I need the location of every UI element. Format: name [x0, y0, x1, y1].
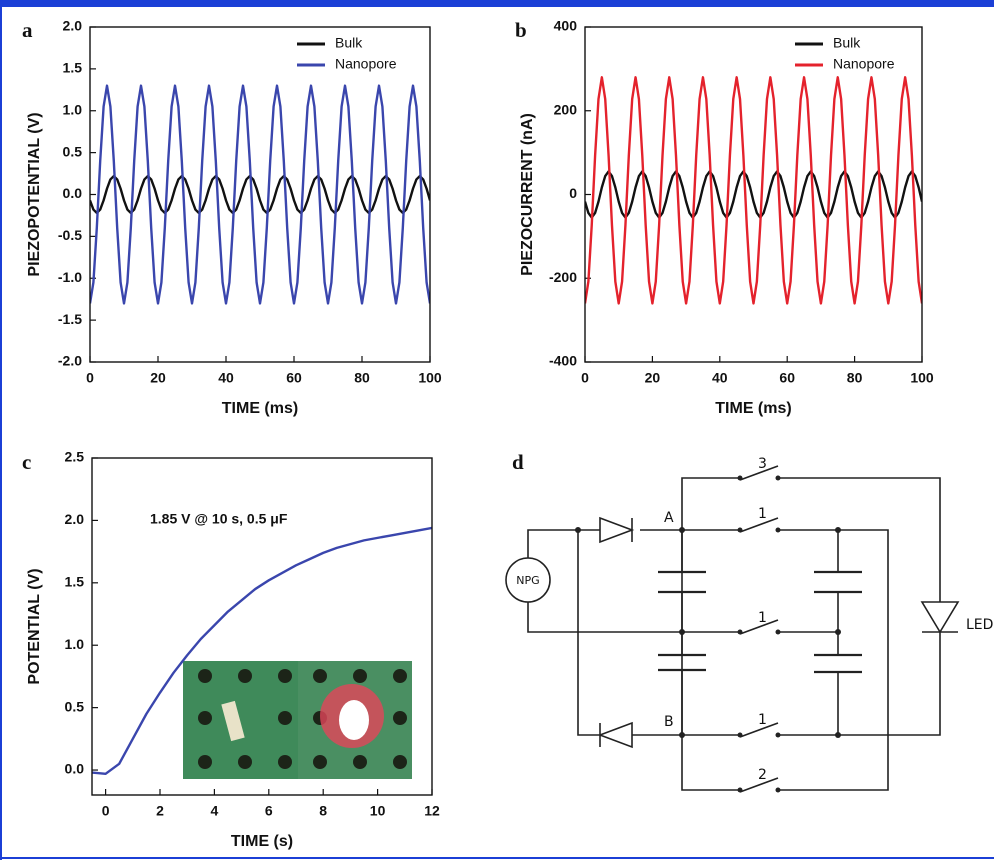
x-axis-title: TIME (ms) [715, 400, 791, 417]
x-tick-label: 60 [779, 370, 795, 386]
x-tick-label: 8 [319, 803, 327, 819]
x-tick-label: 10 [370, 803, 386, 819]
plot-area [585, 76, 922, 305]
legend-label: Nanopore [833, 56, 895, 72]
y-tick-label: 1.5 [63, 60, 83, 76]
chart: a -2.0 -1.5 -1.0 -0.5 0.0 0.5 1.0 1.5 2.0 0 20 40 60 8… [22, 18, 442, 418]
y-tick-label: 0.0 [65, 761, 85, 777]
panel-label: c [22, 450, 31, 474]
y-tick-label: 0.5 [63, 143, 83, 159]
y-tick-label: 0.0 [63, 185, 83, 201]
legend-label: Nanopore [335, 56, 397, 72]
switch-label: 3 [758, 456, 767, 472]
data-line [92, 526, 432, 775]
axes-frame [91, 457, 433, 796]
panel-label: a [22, 18, 33, 42]
switch-label: 1 [758, 506, 767, 522]
y-tick-label: 2.5 [65, 449, 85, 465]
annotation: 1.85 V @ 10 s, 0.5 μF [150, 511, 288, 527]
data-line [585, 76, 922, 305]
x-tick-label: 100 [418, 370, 442, 386]
data-line [90, 174, 430, 215]
legend-label: Bulk [833, 35, 861, 51]
y-tick-label: 200 [554, 101, 578, 117]
inset-photo [183, 661, 412, 779]
axes-frame [584, 26, 923, 363]
y-axis-title: PIEZOCURRENT (nA) [519, 113, 536, 276]
y-tick-label: 1.0 [65, 636, 85, 652]
chart: b -400 -200 0 200 400 0 20 40 60 80 100 TIME (ms) PIE… [515, 18, 934, 418]
x-tick-label: 80 [847, 370, 863, 386]
x-tick-label: 0 [102, 803, 110, 819]
x-axis-title: TIME (s) [231, 833, 293, 850]
source-label: NPG [516, 574, 539, 587]
switch-label: 1 [758, 610, 767, 626]
y-tick-label: 400 [554, 18, 578, 34]
y-tick-label: 0 [569, 185, 577, 201]
top-border [0, 0, 994, 7]
y-axis-title: PIEZOPOTENTIAL (V) [26, 112, 43, 276]
node-label: B [664, 714, 674, 730]
x-axis-title: TIME (ms) [222, 400, 298, 417]
y-tick-label: -1.0 [58, 269, 82, 285]
circuit: d NPG A B 3 1 1 1 2 LED [505, 450, 993, 793]
y-axis-title: POTENTIAL (V) [26, 568, 43, 684]
load-label: LED [966, 617, 993, 633]
axes-frame [89, 26, 431, 363]
x-tick-label: 20 [645, 370, 661, 386]
left-border [0, 0, 2, 860]
data-line [585, 170, 922, 219]
x-tick-label: 0 [581, 370, 589, 386]
x-tick-label: 6 [265, 803, 273, 819]
y-tick-label: 1.0 [63, 101, 83, 117]
x-tick-label: 80 [354, 370, 370, 386]
panel-label: d [512, 450, 524, 474]
switch-label: 2 [758, 767, 767, 783]
plot-area [90, 84, 430, 305]
bottom-border [0, 857, 994, 859]
x-tick-label: 2 [156, 803, 164, 819]
y-tick-label: -1.5 [58, 311, 82, 327]
y-tick-label: 2.0 [65, 511, 85, 527]
y-tick-label: -2.0 [58, 353, 82, 369]
x-tick-label: 60 [286, 370, 302, 386]
y-tick-label: 0.5 [65, 698, 85, 714]
y-tick-label: -400 [549, 353, 577, 369]
plot-area [92, 526, 432, 775]
chart: c 0.0 0.5 1.0 1.5 2.0 2.5 0 2 4 6 8 10 12 TIME (s) POTE… [22, 449, 440, 851]
x-tick-label: 12 [424, 803, 440, 819]
panel-label: b [515, 18, 527, 42]
data-line [90, 84, 430, 305]
y-tick-label: -200 [549, 269, 577, 285]
x-tick-label: 40 [218, 370, 234, 386]
x-tick-label: 0 [86, 370, 94, 386]
legend-label: Bulk [335, 35, 363, 51]
x-tick-label: 40 [712, 370, 728, 386]
y-tick-label: 2.0 [63, 18, 83, 34]
x-tick-label: 100 [910, 370, 934, 386]
x-tick-label: 20 [150, 370, 166, 386]
y-tick-label: -0.5 [58, 227, 82, 243]
node-label: A [664, 510, 674, 526]
x-tick-label: 4 [211, 803, 219, 819]
switch-label: 1 [758, 712, 767, 728]
y-tick-label: 1.5 [65, 574, 85, 590]
